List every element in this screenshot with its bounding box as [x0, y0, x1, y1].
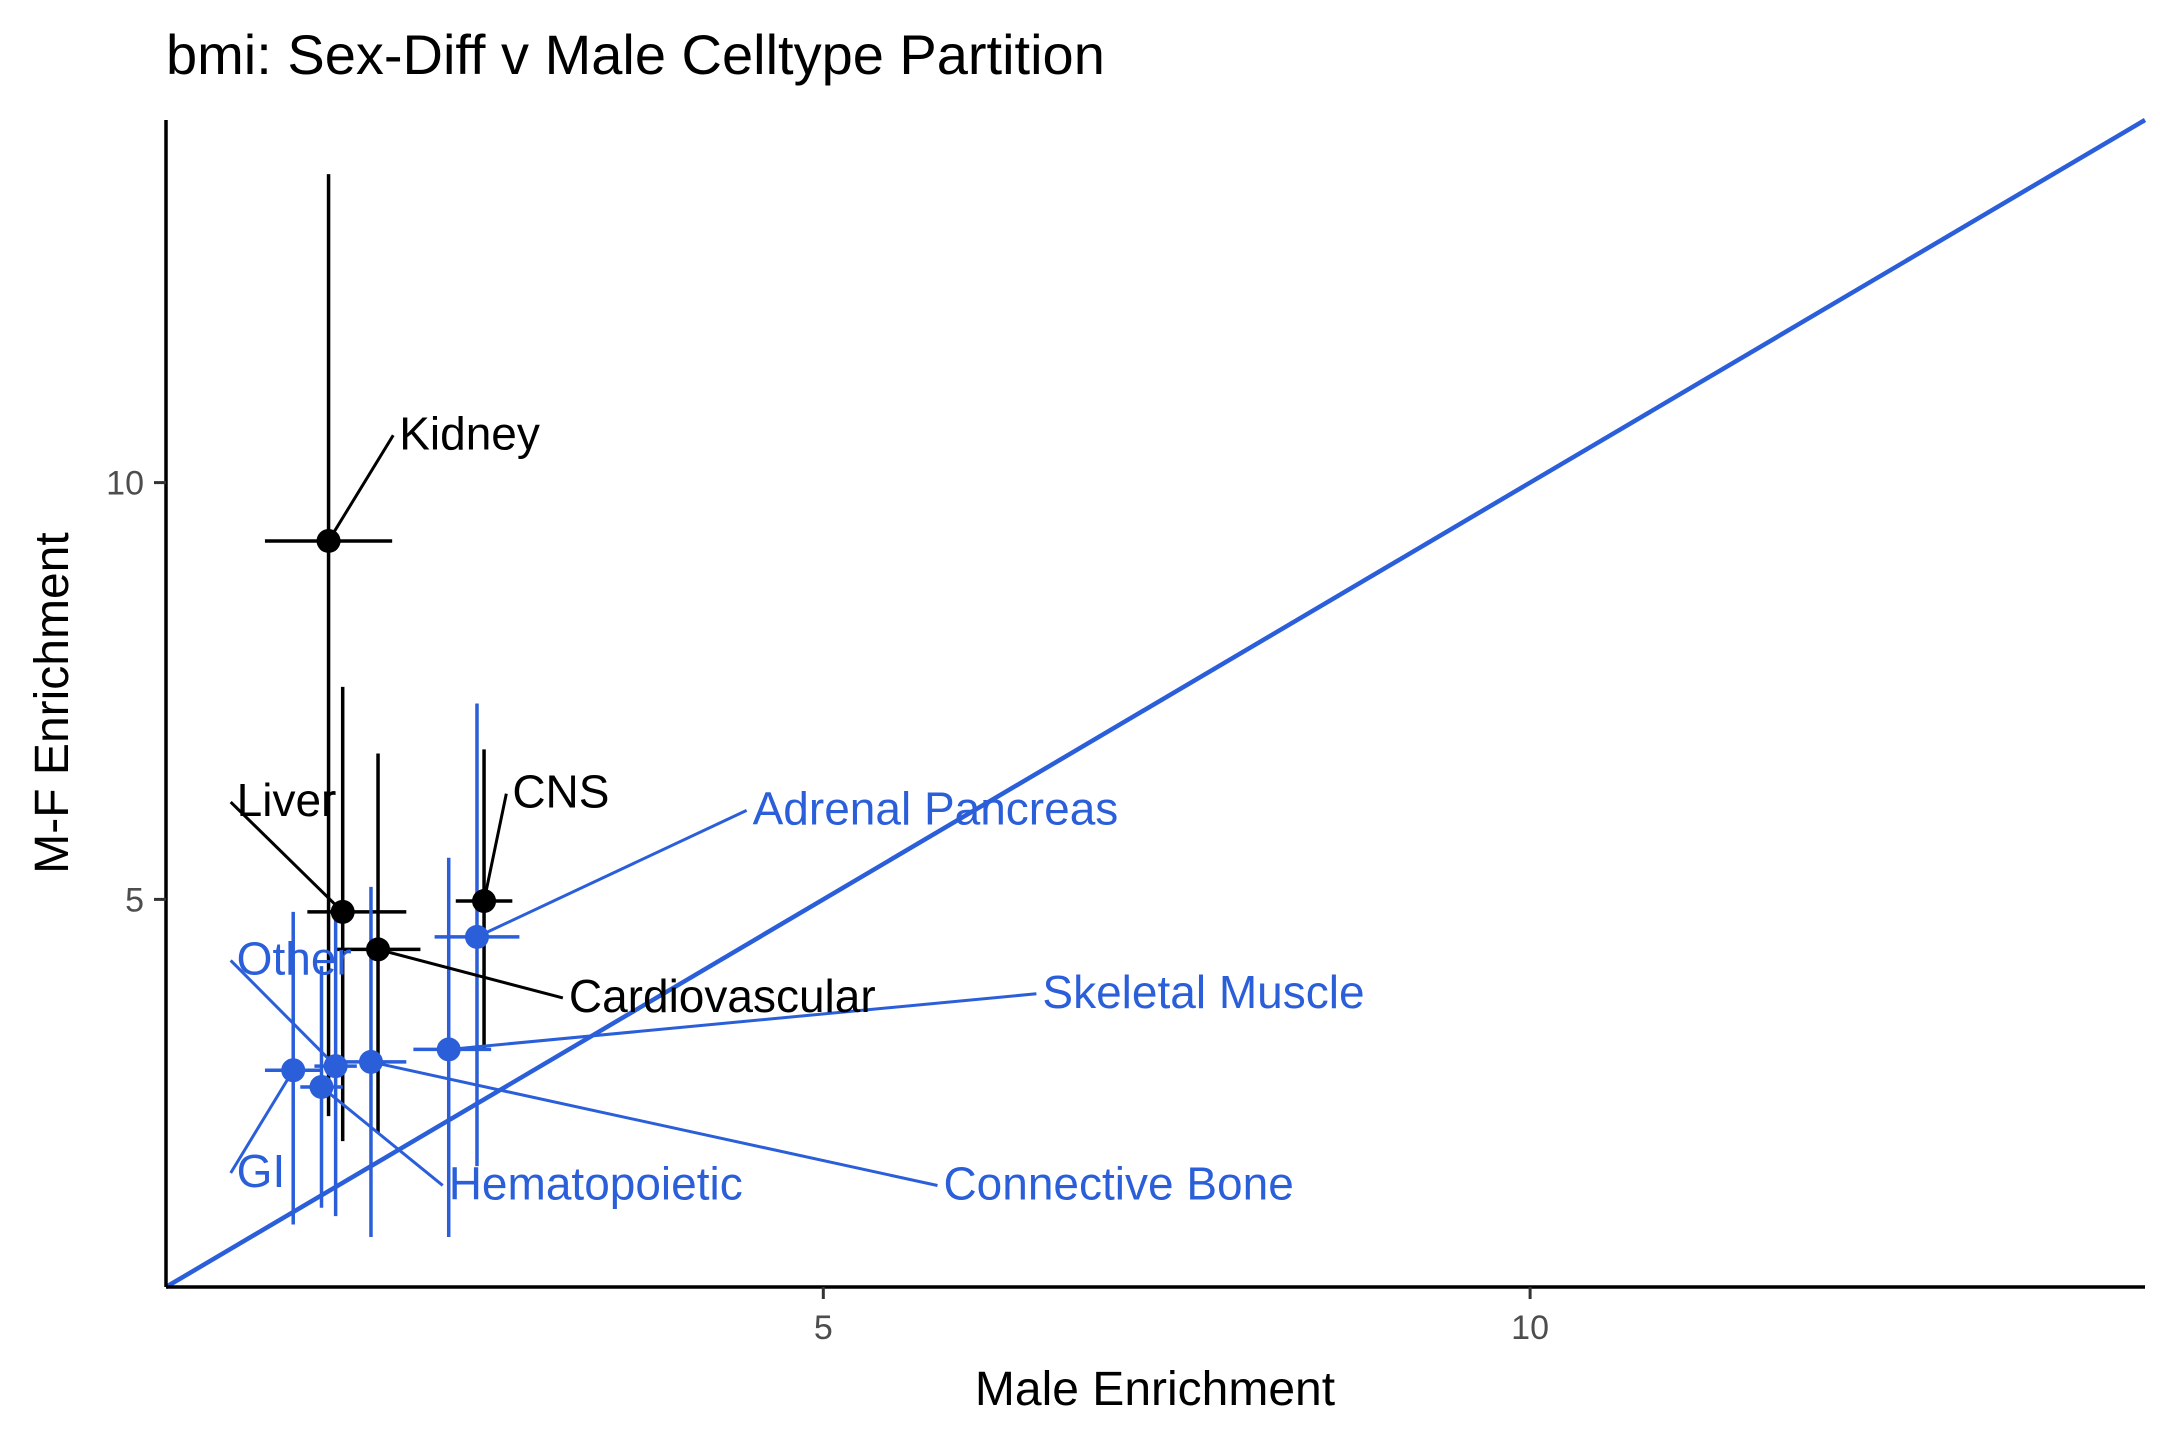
label-cardiovascular: Cardiovascular — [569, 970, 876, 1022]
label-adrenal-pancreas: Adrenal Pancreas — [753, 782, 1119, 834]
leader-line-adrenal-pancreas — [476, 809, 748, 939]
leader-line-connective-bone — [370, 1060, 938, 1187]
leader-line-gi — [229, 1069, 295, 1174]
leader-line-cardiovascular — [377, 947, 564, 1000]
label-kidney: Kidney — [399, 407, 540, 459]
label-hematopoietic: Hematopoietic — [449, 1157, 743, 1209]
point-connective-bone — [358, 1049, 383, 1074]
point-liver — [330, 899, 355, 924]
x-tick-label: 10 — [1511, 1309, 1549, 1347]
x-tick-label: 5 — [814, 1309, 833, 1347]
point-kidney — [316, 528, 341, 553]
label-liver: Liver — [237, 774, 337, 826]
leader-line-kidney — [327, 434, 395, 542]
point-other — [323, 1054, 348, 1079]
leader-line-skeletal-muscle — [448, 992, 1037, 1051]
point-cns — [472, 889, 497, 914]
point-cardiovascular — [366, 937, 391, 962]
leader-line-liver — [229, 800, 344, 913]
chart-title: bmi: Sex-Diff v Male Celltype Partition — [166, 23, 1105, 86]
plot-area: Kidney Liver CNS Cardiovascular Adrenal Panc… — [164, 118, 2147, 1289]
leader-line-cns — [482, 793, 508, 902]
label-connective-bone: Connective Bone — [943, 1157, 1293, 1209]
label-skeletal-muscle: Skeletal Muscle — [1042, 966, 1364, 1018]
leader-line-hematopoietic — [320, 1085, 444, 1187]
ticks: 5 10 5 10 — [106, 465, 1549, 1347]
label-gi: GI — [237, 1145, 286, 1197]
identity-line — [164, 118, 2147, 1289]
x-axis-label: Male Enrichment — [975, 1363, 1335, 1416]
point-adrenal-pancreas — [464, 924, 489, 949]
point-skeletal-muscle — [436, 1037, 461, 1062]
y-axis-label: M-F Enrichment — [26, 532, 79, 873]
y-tick-label: 10 — [106, 465, 144, 503]
label-cns: CNS — [512, 766, 609, 818]
y-tick-label: 5 — [125, 881, 144, 919]
label-other: Other — [237, 932, 352, 984]
point-gi — [281, 1058, 306, 1083]
leader-line-other — [229, 959, 337, 1068]
point-hematopoietic — [309, 1074, 334, 1099]
